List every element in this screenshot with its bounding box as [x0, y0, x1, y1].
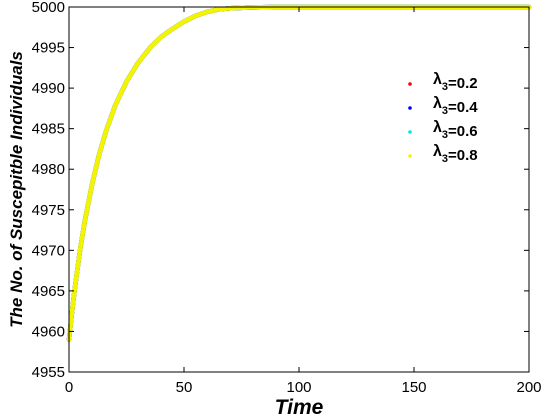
y-tick-label: 4965	[32, 283, 65, 300]
x-tick-label: 200	[516, 379, 541, 396]
x-axis-label: Time	[275, 396, 324, 419]
legend-label-1: λ3=0.2	[433, 71, 478, 93]
x-tick-label: 100	[286, 379, 311, 396]
series-line-4	[66, 4, 532, 342]
series-line-3	[66, 4, 532, 342]
x-tick-label: 50	[176, 379, 193, 396]
x-tick-label: 150	[401, 379, 426, 396]
axis-ticks: 0 50 100 150 200 4955 4960 4965 4970 4975 4980 4985…	[32, 0, 542, 396]
y-tick-label: 4990	[32, 80, 65, 97]
y-tick-label: 4995	[32, 40, 65, 57]
y-tick-label: 4960	[32, 323, 65, 340]
legend: λ3=0.2λ3=0.4λ3=0.6λ3=0.8	[408, 71, 478, 165]
y-tick-label: 4970	[32, 242, 65, 259]
y-tick-label: 4985	[32, 121, 65, 138]
legend-label-4: λ3=0.8	[433, 143, 478, 165]
legend-marker-4	[408, 154, 412, 158]
y-tick-label: 5000	[32, 0, 65, 16]
legend-marker-2	[408, 106, 412, 110]
y-tick-label: 4975	[32, 202, 65, 219]
y-tick-label: 4980	[32, 161, 65, 178]
series-line-2	[66, 4, 532, 342]
y-axis-label: The No. of Suscepitble Individuals	[7, 51, 26, 328]
legend-label-2: λ3=0.4	[433, 95, 478, 117]
x-tick-label: 0	[65, 379, 73, 396]
series-layer	[66, 4, 532, 342]
legend-marker-3	[408, 130, 412, 134]
series-line-1	[66, 4, 532, 342]
y-tick-label: 4955	[32, 364, 65, 381]
legend-marker-1	[408, 82, 412, 86]
legend-label-3: λ3=0.6	[433, 119, 478, 141]
